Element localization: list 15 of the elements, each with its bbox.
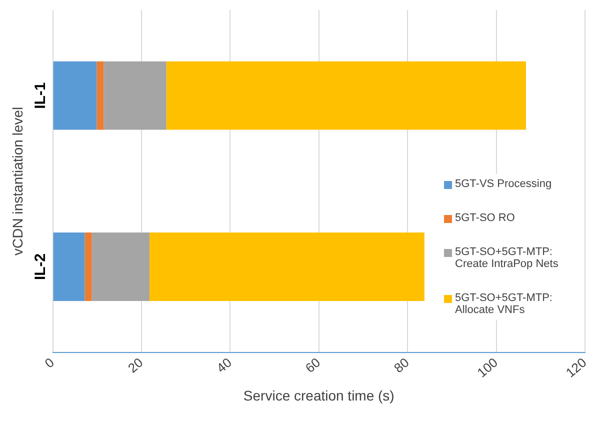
x-tick-label: 100: [474, 354, 501, 380]
y-tick-label: IL-2: [32, 253, 49, 280]
x-axis-title: Service creation time (s): [243, 387, 394, 404]
legend-label: 5GT-VS Processing: [455, 178, 552, 190]
x-tick-label: 120: [562, 354, 590, 380]
x-tick-label: 40: [214, 354, 234, 376]
x-tick-label: 60: [302, 354, 324, 376]
legend-label: 5GT-SO+5GT-MTP: Create IntraPop Nets: [455, 246, 560, 270]
legend-label: 5GT-SO RO: [455, 212, 515, 224]
x-tick-label: 0: [42, 354, 58, 371]
legend-label: 5GT-SO+5GT-MTP: Allocate VNFs: [455, 292, 554, 316]
x-tick-label: 20: [125, 354, 146, 376]
y-axis-title: vCDN instantiation level: [9, 106, 26, 256]
x-tick-label: 80: [391, 354, 412, 376]
y-tick-label: IL-1: [32, 82, 49, 109]
